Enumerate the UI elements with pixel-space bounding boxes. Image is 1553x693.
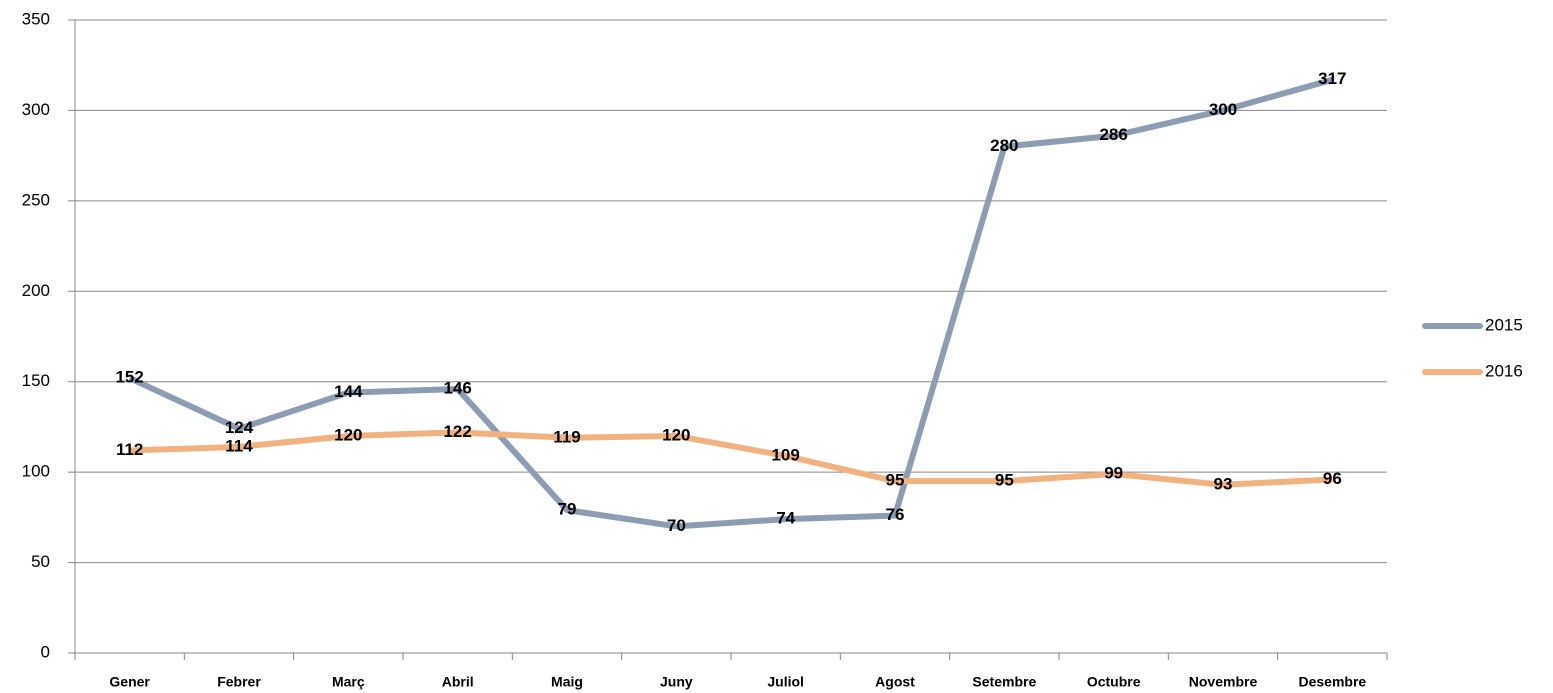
data-label: 95 bbox=[886, 471, 905, 490]
y-tick-label: 100 bbox=[22, 462, 50, 481]
y-tick-label: 50 bbox=[31, 552, 50, 571]
data-label: 99 bbox=[1104, 463, 1123, 482]
series-line bbox=[128, 76, 1334, 530]
x-tick-label: Novembre bbox=[1189, 674, 1258, 690]
y-tick-label: 350 bbox=[22, 9, 50, 28]
data-label: 152 bbox=[115, 368, 143, 387]
y-tick-label: 250 bbox=[22, 190, 50, 209]
data-label: 70 bbox=[667, 516, 686, 535]
data-label: 114 bbox=[225, 436, 253, 455]
x-tick-label: Desembre bbox=[1298, 674, 1366, 690]
data-label: 76 bbox=[886, 505, 905, 524]
x-tick-label: Agost bbox=[875, 674, 915, 690]
data-label: 74 bbox=[776, 509, 795, 528]
y-tick-label: 150 bbox=[22, 371, 50, 390]
y-tick-label: 0 bbox=[41, 642, 50, 661]
data-label: 146 bbox=[443, 378, 471, 397]
data-label: 122 bbox=[443, 422, 471, 441]
x-tick-label: Març bbox=[332, 674, 365, 690]
data-label: 109 bbox=[771, 445, 799, 464]
data-label: 120 bbox=[662, 425, 690, 444]
x-tick-label: Gener bbox=[109, 674, 150, 690]
x-tick-label: Febrer bbox=[217, 674, 261, 690]
data-label: 96 bbox=[1323, 469, 1342, 488]
x-tick-label: Abril bbox=[442, 674, 474, 690]
data-label: 317 bbox=[1318, 69, 1346, 88]
legend-label: 2015 bbox=[1485, 315, 1523, 334]
x-tick-label: Maig bbox=[551, 674, 583, 690]
legend-label: 2016 bbox=[1485, 361, 1523, 380]
data-label: 300 bbox=[1209, 100, 1237, 119]
y-tick-label: 300 bbox=[22, 100, 50, 119]
data-label: 93 bbox=[1214, 474, 1233, 493]
x-tick-label: Juliol bbox=[767, 674, 804, 690]
x-tick-label: Octubre bbox=[1087, 674, 1141, 690]
data-label: 280 bbox=[990, 136, 1018, 155]
y-tick-label: 200 bbox=[22, 281, 50, 300]
data-label: 95 bbox=[995, 471, 1014, 490]
data-label: 119 bbox=[553, 427, 580, 446]
data-label: 286 bbox=[1099, 125, 1127, 144]
x-tick-label: Setembre bbox=[972, 674, 1036, 690]
series-line bbox=[129, 429, 1333, 488]
data-label: 120 bbox=[334, 425, 362, 444]
x-tick-label: Juny bbox=[660, 674, 693, 690]
data-label: 144 bbox=[334, 382, 363, 401]
data-label: 79 bbox=[558, 500, 577, 519]
data-label: 112 bbox=[116, 440, 143, 459]
data-label: 124 bbox=[225, 418, 254, 437]
